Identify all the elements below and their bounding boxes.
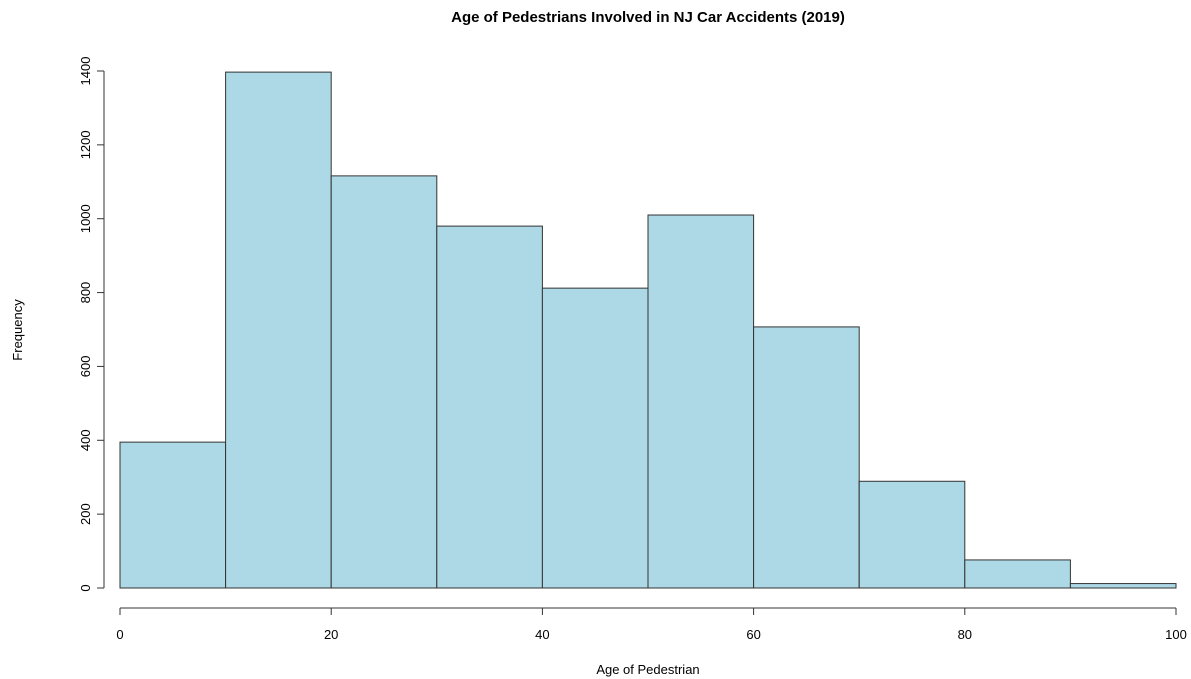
x-axis-label: Age of Pedestrian xyxy=(596,662,699,677)
bar-20-30 xyxy=(330,175,438,589)
chart-title: Age of Pedestrians Involved in NJ Car Ac… xyxy=(451,9,845,26)
bar-10-20 xyxy=(225,71,332,589)
y-axis-label: Frequency xyxy=(10,299,25,361)
y-tick-label: 1400 xyxy=(78,57,93,86)
y-tick-label: 200 xyxy=(78,503,93,525)
x-tick-label: 0 xyxy=(116,627,123,642)
x-axis: 0 20 40 60 80 100 xyxy=(116,607,1187,642)
x-tick-label: 100 xyxy=(1165,627,1187,642)
y-tick-label: 800 xyxy=(78,282,93,304)
y-tick-label: 1000 xyxy=(78,204,93,233)
bar-40-50 xyxy=(541,287,649,589)
x-tick-label: 20 xyxy=(324,627,338,642)
bar-70-80 xyxy=(858,480,966,589)
bars-group xyxy=(119,71,1177,589)
bar-90-100 xyxy=(1069,583,1177,589)
y-axis: 0 200 400 600 800 1000 1200 1400 xyxy=(78,57,105,592)
bar-60-70 xyxy=(753,326,860,589)
y-tick-label: 0 xyxy=(78,584,93,591)
y-tick-label: 400 xyxy=(78,429,93,451)
y-tick-label: 1200 xyxy=(78,130,93,159)
y-tick-label: 600 xyxy=(78,356,93,378)
bar-0-10 xyxy=(119,441,227,589)
x-tick-label: 60 xyxy=(746,627,760,642)
bar-50-60 xyxy=(647,214,755,589)
bar-80-90 xyxy=(964,559,1071,589)
x-tick-label: 40 xyxy=(535,627,549,642)
x-tick-label: 80 xyxy=(958,627,972,642)
bar-30-40 xyxy=(436,225,543,589)
